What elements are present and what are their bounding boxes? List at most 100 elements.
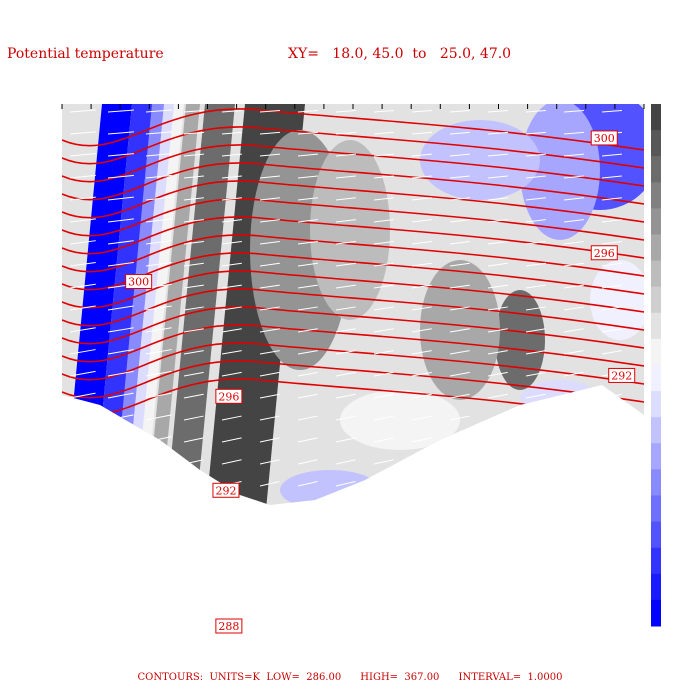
colorbar-swatch-7	[651, 286, 661, 314]
wind-vector-252	[525, 459, 546, 465]
wind-vector-53	[373, 175, 394, 179]
field-patch-14	[495, 290, 545, 390]
wind-vector-135	[69, 305, 96, 311]
wind-vector-189	[411, 371, 432, 377]
contour-line-14	[62, 360, 644, 403]
wind-vector-155	[259, 328, 280, 333]
wind-vector-217	[335, 415, 356, 421]
wind-vector-173	[373, 350, 394, 355]
top-axis-ticks	[61, 104, 645, 109]
wind-vector-246	[297, 459, 318, 465]
wind-vector-160	[449, 328, 470, 333]
wind-vector-79	[221, 219, 242, 223]
wind-vector-74	[601, 197, 622, 201]
wind-vector-104	[601, 240, 622, 245]
wind-vector-132	[525, 284, 546, 289]
wind-vector-107	[145, 261, 172, 267]
colorbar-swatch-6	[651, 260, 661, 288]
wind-vector-228	[183, 437, 204, 443]
wind-vector-32	[145, 153, 172, 157]
wind-vector-200	[259, 393, 280, 399]
field-band-3	[124, 104, 176, 505]
wind-vector-239	[601, 437, 622, 443]
wind-vector-90	[69, 240, 96, 245]
wind-vector-39	[411, 153, 432, 157]
wind-vector-220	[449, 415, 470, 421]
contour-label-0: 300	[125, 273, 153, 289]
wind-vector-100	[449, 240, 470, 245]
wind-vector-203	[373, 393, 394, 399]
wind-vector-268	[563, 481, 584, 487]
wind-vector-157	[335, 328, 356, 333]
wind-vector-139	[221, 306, 242, 311]
wind-vector-142	[335, 306, 356, 311]
wind-vector-36	[297, 153, 318, 157]
wind-vector-43	[563, 153, 584, 157]
colorbar-swatch-1	[651, 130, 661, 157]
wind-vector-145	[449, 306, 470, 311]
wind-vector-5	[259, 110, 280, 113]
wind-vector-223	[563, 415, 584, 421]
wind-vector-51	[297, 175, 318, 179]
wind-vector-192	[525, 371, 546, 377]
wind-vector-0	[69, 109, 96, 113]
wind-vector-30	[69, 153, 96, 157]
contour-line-7	[62, 234, 644, 277]
wind-vector-181	[107, 370, 134, 377]
wind-vector-96	[297, 240, 318, 245]
wind-vector-119	[601, 262, 622, 267]
contour-line-3	[62, 162, 644, 205]
wind-vector-225	[69, 436, 96, 443]
colorbar-swatch-11	[651, 391, 661, 418]
wind-vector-158	[373, 328, 394, 333]
wind-vector-105	[69, 261, 96, 267]
wind-vector-210	[69, 414, 96, 421]
wind-vector-64	[221, 197, 242, 201]
wind-vector-170	[259, 350, 280, 355]
wind-vector-19	[221, 131, 242, 135]
contour-line-5	[62, 198, 644, 241]
colorbar-swatch-0	[651, 104, 661, 131]
wind-vector-215	[259, 415, 280, 421]
wind-vector-196	[107, 392, 134, 399]
wind-vector-269	[601, 481, 622, 487]
wind-vector-57	[525, 175, 546, 179]
wind-vector-8	[373, 110, 394, 113]
contour-label-5: 292	[608, 367, 636, 383]
wind-vector-47	[145, 174, 172, 179]
wind-vector-150	[69, 327, 96, 333]
colorbar-swatch-9	[651, 338, 661, 366]
wind-vector-77	[145, 218, 172, 223]
wind-vector-3	[183, 110, 204, 113]
wind-vector-143	[373, 306, 394, 311]
wind-vector-11	[487, 110, 508, 113]
wind-vector-222	[525, 415, 546, 421]
field-patch-9	[520, 104, 600, 240]
wind-vector-247	[335, 459, 356, 465]
wind-vector-218	[373, 415, 394, 421]
wind-vector-248	[373, 459, 394, 465]
field-patch-17	[280, 470, 380, 505]
wind-vector-127	[335, 284, 356, 289]
field-band-4	[134, 104, 184, 505]
contour-line-4	[62, 180, 644, 223]
wind-vector-67	[335, 197, 356, 201]
field-band-5	[146, 104, 200, 505]
contour-labels: 300 300 296 296 292 292 288	[125, 130, 636, 634]
wind-vector-236	[487, 437, 508, 443]
colorbar-swatch-17	[651, 547, 661, 575]
wind-vector-103	[563, 240, 584, 245]
wind-vector-154	[221, 328, 242, 333]
wind-vector-48	[183, 175, 204, 179]
wind-vector-33	[183, 153, 204, 157]
field-band-6	[165, 104, 235, 505]
wind-vector-149	[601, 306, 622, 311]
wind-vector-24	[411, 131, 432, 135]
wind-vector-73	[563, 197, 584, 201]
wind-vector-55	[449, 175, 470, 179]
wind-vector-81	[297, 219, 318, 223]
region-label: XY= 18.0, 45.0 to 25.0, 47.0	[288, 46, 512, 62]
contour-line-6	[62, 216, 644, 259]
wind-vector-204	[411, 393, 432, 399]
